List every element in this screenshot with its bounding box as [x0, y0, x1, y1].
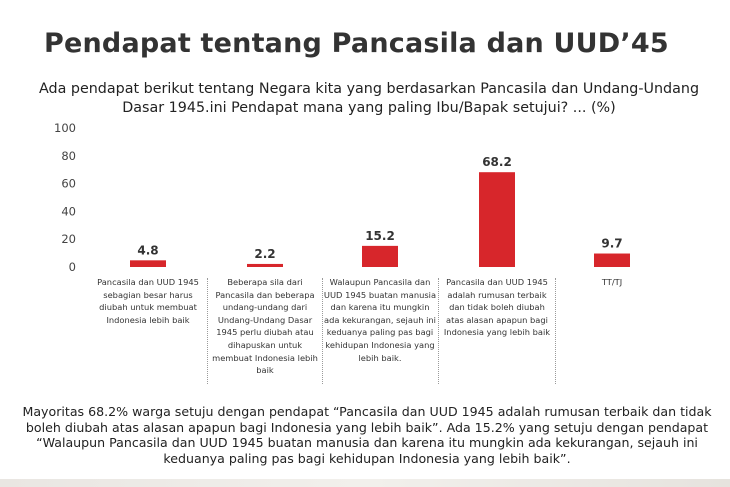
bar [594, 253, 630, 267]
summary-text: Mayoritas 68.2% warga setuju dengan pend… [22, 404, 712, 466]
category-separator [555, 278, 556, 384]
bar-value-label: 2.2 [254, 247, 275, 261]
category-separator [438, 278, 439, 384]
bar-value-label: 15.2 [365, 229, 395, 243]
y-tick-label: 40 [61, 204, 76, 218]
category-label: Walaupun Pancasila dan UUD 1945 buatan m… [323, 277, 437, 363]
bar-value-label: 9.7 [601, 237, 622, 251]
bottom-decoration-strip [0, 479, 730, 487]
category-label: Pancasila dan UUD 1945 sebagian besar ha… [97, 277, 199, 325]
category-separator [207, 278, 208, 384]
bar-value-label: 4.8 [137, 243, 158, 257]
category-separator [322, 278, 323, 384]
bar [130, 260, 166, 267]
category-label: TT/TJ [601, 277, 623, 287]
bar-value-label: 68.2 [482, 155, 512, 169]
category-label: Pancasila dan UUD 1945 adalah rumusan te… [443, 277, 551, 338]
survey-question: Ada pendapat berikut tentang Negara kita… [38, 81, 700, 116]
y-tick-label: 60 [61, 177, 76, 191]
bar-chart: 0 20 40 60 80 100 4.8 2.2 15.2 68.2 9.7 [54, 121, 630, 274]
bar [362, 245, 398, 267]
bar [247, 263, 283, 267]
bar [479, 172, 515, 267]
y-tick-label: 20 [61, 232, 76, 246]
y-tick-label: 80 [61, 149, 76, 163]
y-tick-label: 100 [54, 121, 76, 135]
y-tick-label: 0 [69, 260, 76, 274]
category-label: Beberapa sila dari Pancasila dan beberap… [212, 277, 318, 376]
slide-title: Pendapat tentang Pancasila dan UUD’45 [44, 28, 669, 59]
